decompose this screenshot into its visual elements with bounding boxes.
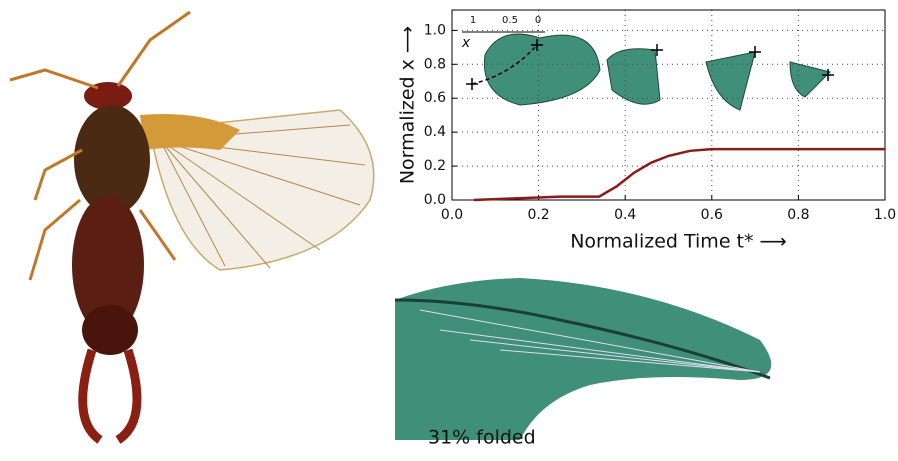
- render-caption: 31% folded: [428, 427, 536, 449]
- earwig-photo: [10, 12, 374, 440]
- folded-wing-render: 31% folded: [395, 278, 771, 449]
- inset-label: x: [461, 35, 471, 51]
- plot: 0.0 0.2 0.4 0.6 0.8 1.0 0.0 0.2 0.4 0.6 0.8 1.0 Norm…: [397, 10, 897, 253]
- y-axis-label: Normalized x ⟶: [397, 26, 419, 184]
- y-tick-label: 0.8: [424, 56, 446, 72]
- x-tick-label: 1.0: [874, 207, 896, 223]
- x-tick-label: 0.8: [787, 207, 809, 223]
- x-tick-label: 0.6: [701, 207, 723, 223]
- y-tick-label: 0.4: [424, 124, 446, 140]
- y-tick-label: 0.2: [424, 158, 446, 174]
- x-tick-label: 0.4: [614, 207, 636, 223]
- figure: 31% folded 0.00.20.40.60.81.00.00.20.40.…: [0, 0, 898, 457]
- y-tick-label: 1.0: [424, 22, 446, 38]
- inset-label: 0.5: [502, 15, 518, 26]
- data-line: [474, 149, 885, 200]
- x-tick-label: 0.0: [441, 207, 463, 223]
- y-tick-label: 0.6: [424, 90, 446, 106]
- inset-label: 0: [535, 15, 541, 26]
- y-tick-label: 0.0: [424, 192, 446, 208]
- x-axis-label: Normalized Time t* ⟶: [570, 231, 787, 253]
- inset-label: 1: [470, 15, 476, 26]
- x-tick-label: 0.2: [527, 207, 549, 223]
